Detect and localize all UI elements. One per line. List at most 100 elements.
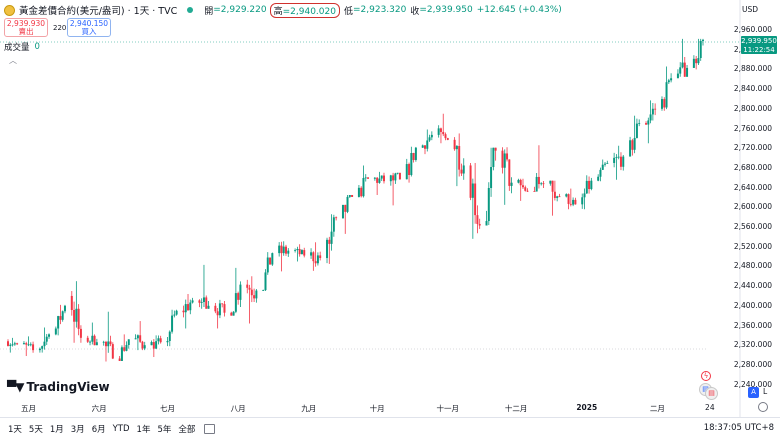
candle-body [109, 341, 112, 345]
range-1y-button[interactable]: 1年 [136, 424, 151, 435]
candle-body [364, 177, 367, 179]
chevron-up-icon[interactable]: ︿ [9, 56, 17, 65]
price-tick-label: 2,480.000 [733, 261, 772, 271]
timezone-clock[interactable]: 18:37:05 UTC+8 [703, 423, 774, 433]
price-tick-label: 2,360.000 [733, 320, 772, 330]
candle-body [617, 156, 620, 158]
lightning-event-icon[interactable]: ϟ [701, 371, 711, 381]
candle-body [280, 245, 283, 254]
range-6m-button[interactable]: 6月 [91, 424, 106, 435]
candle-body [57, 316, 60, 329]
candle-body [439, 128, 442, 132]
candle-body [314, 261, 317, 264]
candle-body [405, 164, 408, 180]
log-scale-button[interactable]: L [763, 387, 768, 396]
candle-body [38, 348, 41, 351]
candle-body [310, 252, 313, 256]
tradingview-logo[interactable]: ▀▼ TradingView [7, 380, 110, 394]
candle-body [298, 248, 301, 255]
range-all-button[interactable]: 全部 [178, 424, 196, 435]
candle-body [294, 250, 297, 251]
time-tick-label: 2025 [576, 403, 598, 412]
candle-body [332, 217, 335, 232]
candle-body [412, 153, 415, 160]
range-3m-button[interactable]: 3月 [70, 424, 85, 435]
sell-label: 賣出 [18, 27, 34, 36]
auto-scale-button[interactable]: A [748, 387, 759, 398]
candle-body [645, 123, 648, 125]
change-value: +12.645 (+0.43%) [476, 5, 562, 15]
candle-body [357, 187, 360, 197]
sell-button[interactable]: 2,939.930 賣出 [4, 18, 48, 37]
time-tick-label: 十二月 [504, 404, 528, 413]
candle-body [681, 62, 684, 68]
price-tick-label: 2,320.000 [733, 340, 772, 350]
candle-body [264, 272, 267, 291]
gold-symbol-icon [4, 4, 15, 16]
candle-body [601, 164, 604, 170]
buy-price: 2,940.150 [69, 19, 109, 28]
candle-body [492, 147, 495, 168]
candle-body [159, 338, 162, 343]
candle-body [202, 297, 205, 303]
candle-body [503, 153, 506, 168]
candle-body [346, 196, 349, 212]
buy-button[interactable]: 2,940.150 買入 [67, 18, 111, 37]
candle-body [70, 295, 73, 310]
candle-body [22, 343, 25, 345]
candle-body [296, 248, 299, 251]
candle-body [396, 172, 399, 174]
candle-body [453, 139, 456, 150]
range-1d-button[interactable]: 1天 [8, 424, 22, 435]
candle-body [237, 293, 240, 300]
candle-body [622, 156, 625, 167]
candle-body [389, 175, 392, 182]
candle-body [253, 295, 256, 299]
candle-body [187, 304, 190, 311]
low-label: 低 [343, 6, 353, 17]
us-flag-icon[interactable]: ▤ [705, 387, 718, 400]
candle-body [127, 339, 130, 345]
sell-price: 2,939.930 [6, 19, 46, 28]
candle-body [79, 328, 82, 338]
candle-body [86, 337, 89, 342]
price-tick-label: 2,800.000 [733, 103, 772, 113]
currency-label[interactable]: USD [741, 5, 758, 14]
range-5y-button[interactable]: 5年 [157, 424, 172, 435]
candle-body [444, 134, 447, 139]
candle-body [120, 347, 123, 361]
candle-body [378, 178, 381, 183]
candle-body [182, 310, 185, 313]
high-value: =2,940.020 [282, 6, 336, 17]
candle-body [73, 309, 76, 322]
candle-body [487, 188, 490, 222]
candle-body [45, 336, 48, 342]
candle-body [25, 343, 28, 345]
candle-body [597, 176, 600, 181]
price-tick-label: 2,960.000 [733, 25, 772, 34]
price-tick-label: 2,880.000 [733, 64, 772, 74]
candle-body [697, 57, 700, 64]
gear-icon[interactable] [758, 402, 768, 412]
candle-body [572, 199, 575, 205]
range-ytd-button[interactable]: YTD [112, 423, 130, 434]
candle-body [667, 80, 670, 83]
volume-legend[interactable]: 成交量 0 [4, 41, 40, 53]
spread-value: 220 [53, 24, 67, 32]
calendar-icon[interactable] [204, 423, 216, 434]
candle-body [638, 123, 641, 124]
candle-body [663, 99, 666, 108]
candle-body [250, 289, 253, 296]
current-price-tag: 2,939.950 11:22:54 [741, 36, 777, 54]
candle-body [585, 180, 588, 194]
candle-body [460, 169, 463, 174]
candle-body [537, 176, 540, 185]
candle-body [660, 99, 663, 109]
range-1m-button[interactable]: 1月 [49, 424, 64, 435]
candle-body [168, 331, 171, 341]
range-5d-button[interactable]: 5天 [28, 424, 43, 435]
symbol-title[interactable]: 黃金差價合約(美元/盎司) · 1天 · TVC [19, 6, 178, 17]
candle-body [152, 342, 155, 349]
candle-body [16, 343, 19, 345]
